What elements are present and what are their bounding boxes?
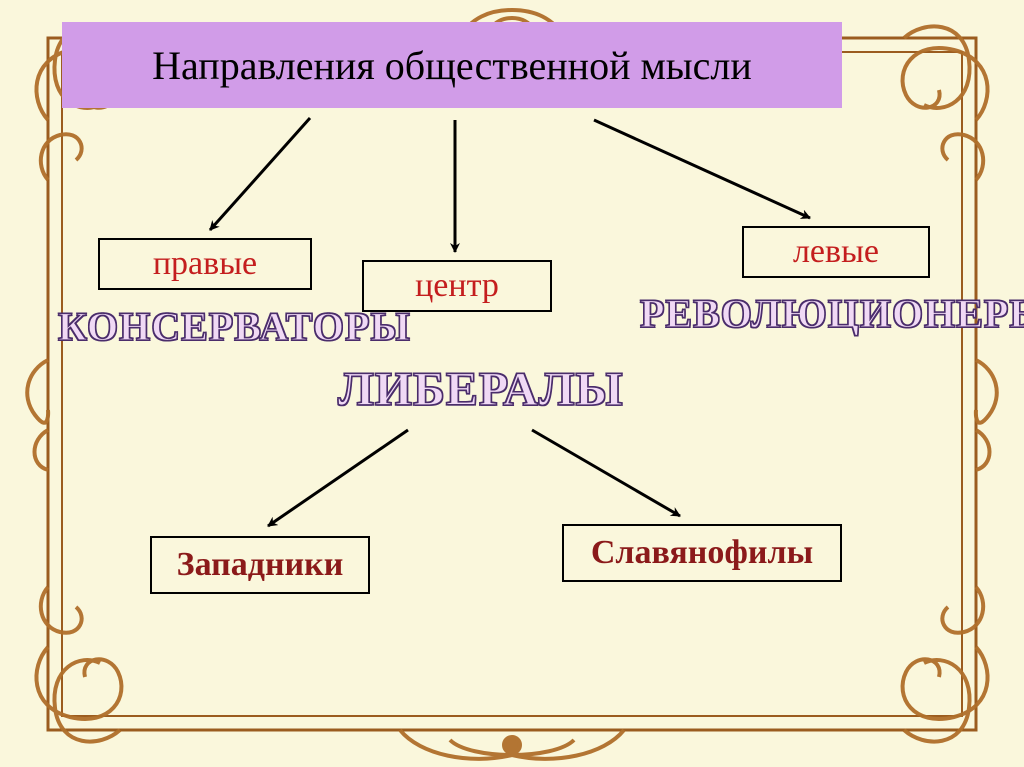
node-pravye-label: правые bbox=[153, 245, 257, 283]
node-pravye: правые bbox=[98, 238, 312, 290]
arrow-title-to-levye bbox=[594, 120, 810, 218]
title-text: Направления общественной мысли bbox=[152, 42, 752, 89]
label-konservatory-text: КОНСЕРВАТОРЫ bbox=[58, 304, 411, 349]
arrow-liberaly-to-slavyanofily bbox=[532, 430, 680, 516]
label-liberaly-text: ЛИБЕРАЛЫ bbox=[338, 363, 624, 416]
label-liberaly: ЛИБЕРАЛЫ bbox=[338, 362, 624, 417]
node-zapadniki: Западники bbox=[150, 536, 370, 594]
node-slavyanofily-label: Славянофилы bbox=[591, 534, 813, 572]
node-levye-label: левые bbox=[793, 233, 879, 271]
node-levye: левые bbox=[742, 226, 930, 278]
title-bar: Направления общественной мысли bbox=[62, 22, 842, 108]
node-slavyanofily: Славянофилы bbox=[562, 524, 842, 582]
label-revolyutsionery: РЕВОЛЮЦИОНЕРЫ bbox=[640, 290, 1024, 337]
arrow-title-to-pravye bbox=[210, 118, 310, 230]
label-konservatory: КОНСЕРВАТОРЫ bbox=[58, 303, 411, 350]
node-zapadniki-label: Западники bbox=[177, 546, 344, 584]
label-revolyutsionery-text: РЕВОЛЮЦИОНЕРЫ bbox=[640, 291, 1024, 336]
node-tsentr-label: центр bbox=[415, 267, 499, 305]
arrow-liberaly-to-zapadniki bbox=[268, 430, 408, 526]
